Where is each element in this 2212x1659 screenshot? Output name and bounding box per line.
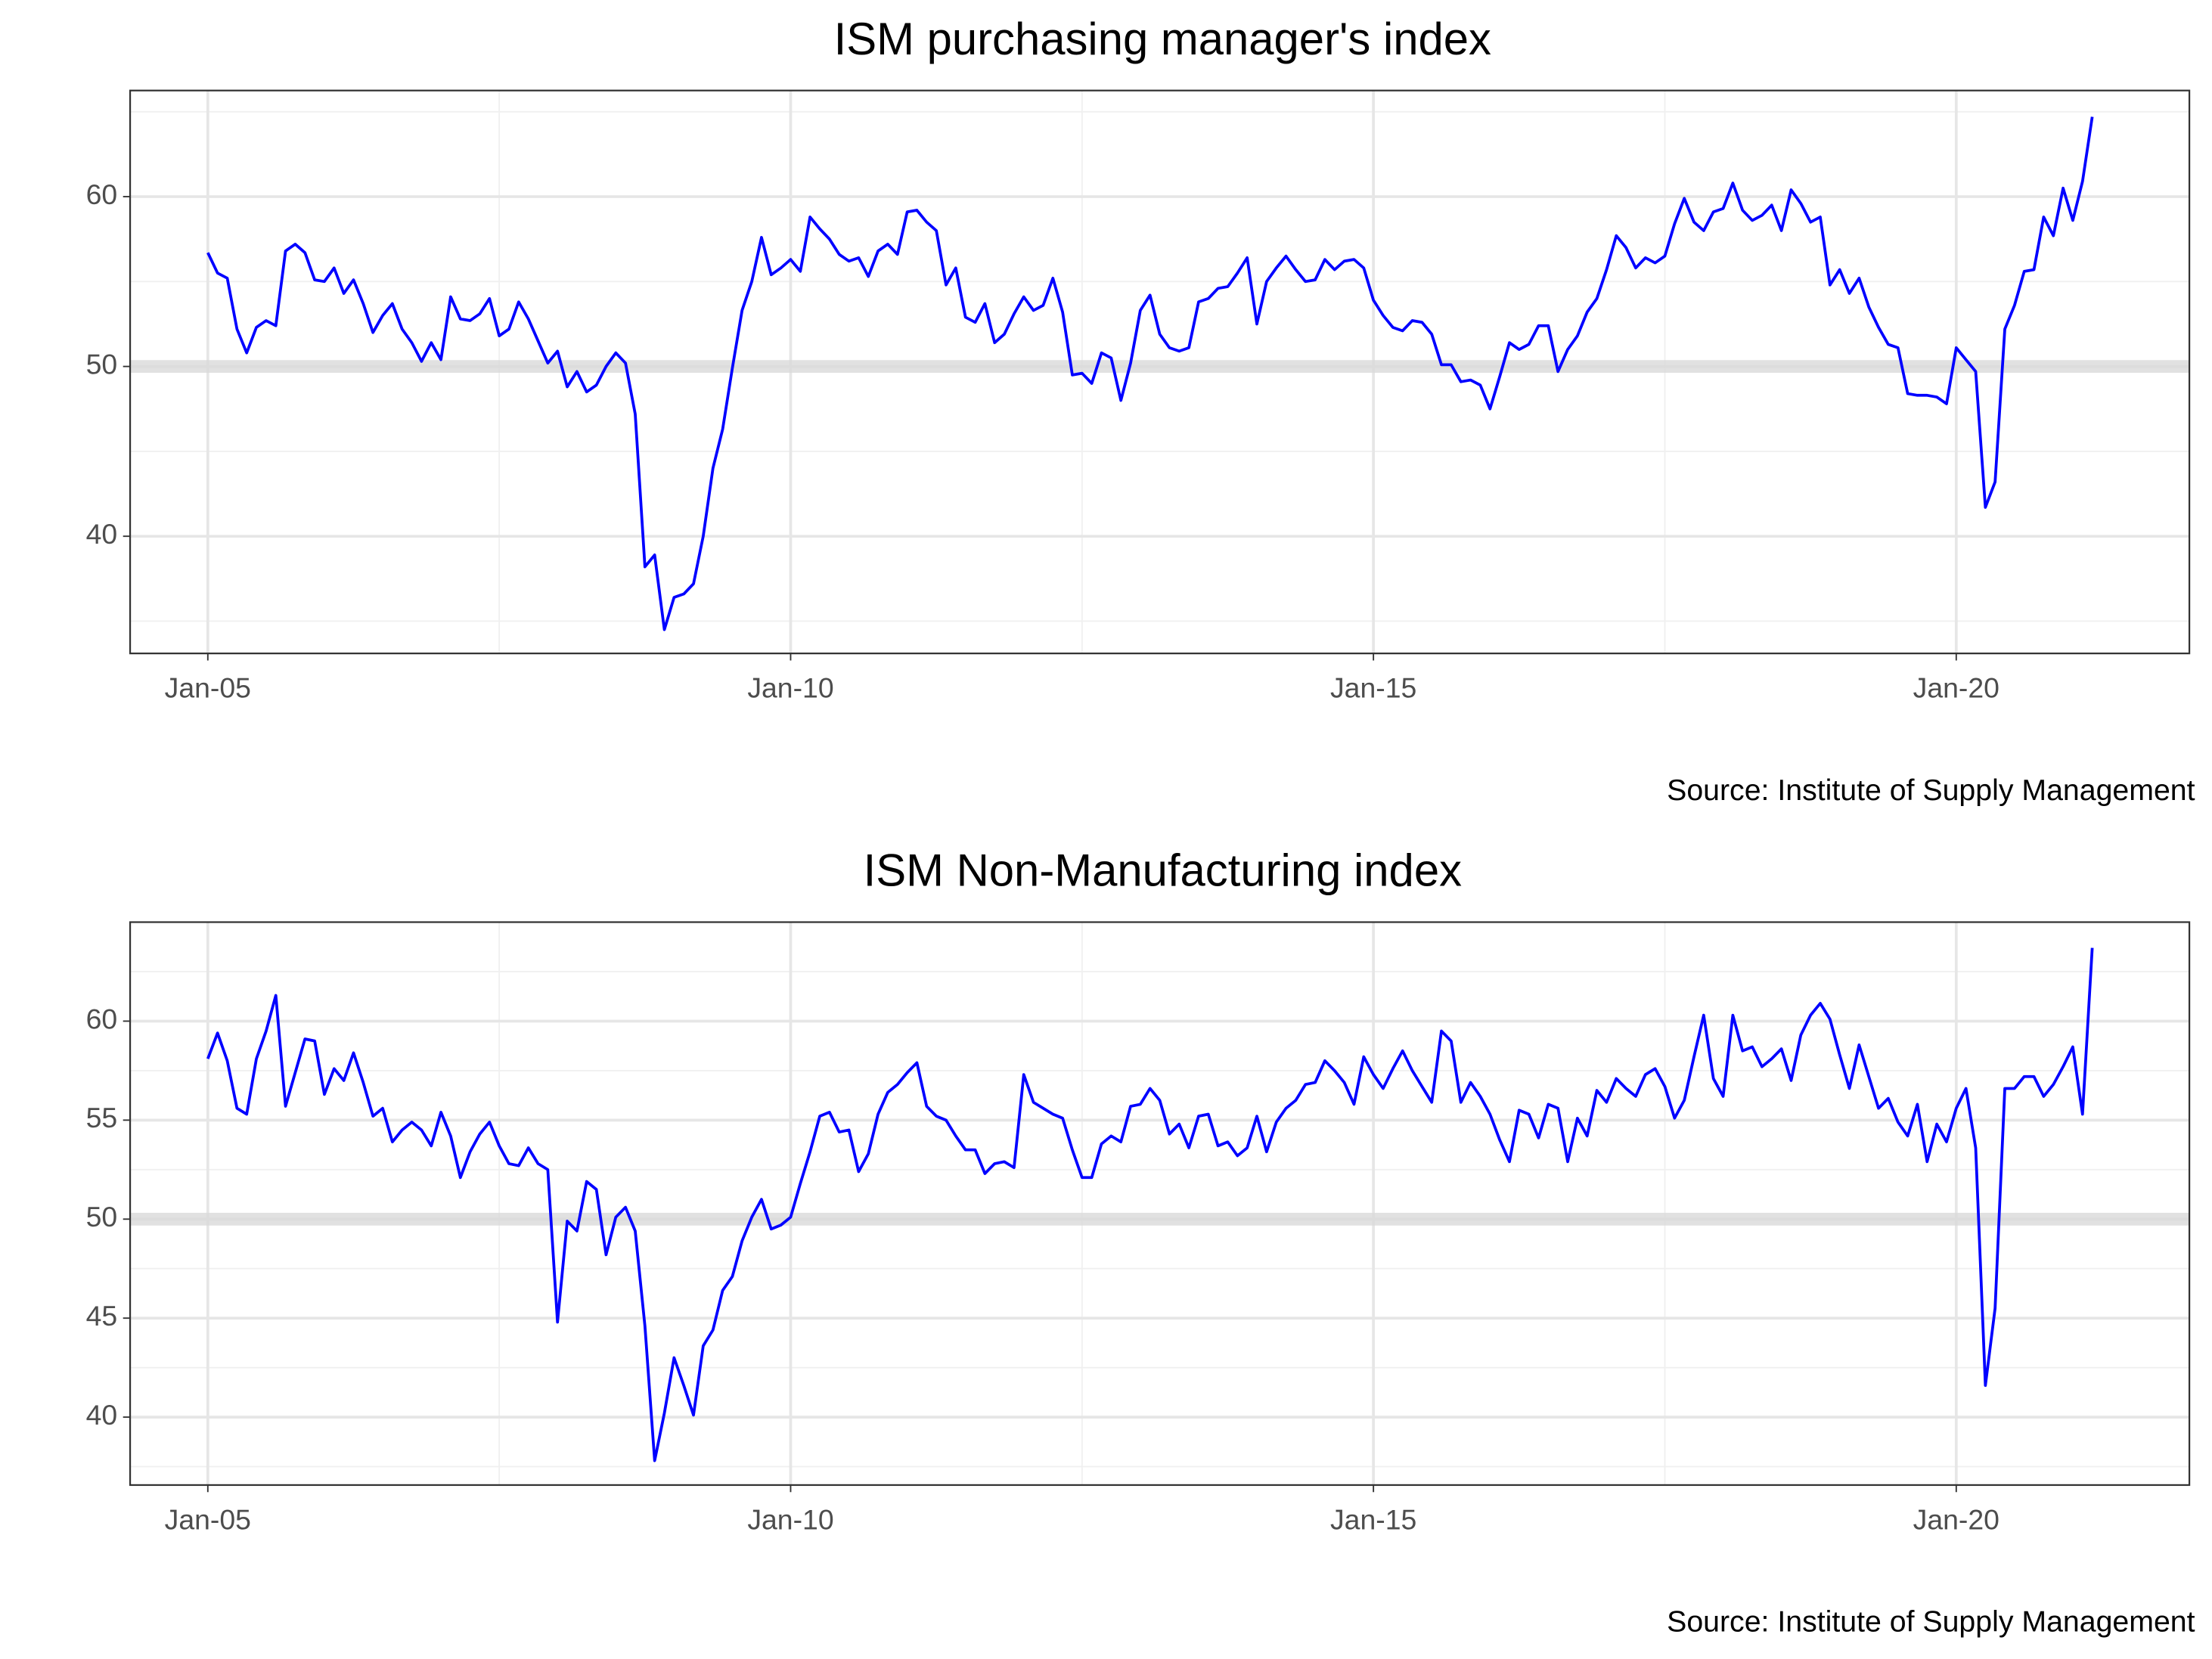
panel: 40 50 60 Jan-05 Jan-10 Jan-15 Jan-20 ISM purcha… — [86, 14, 2195, 807]
y-tick-label: 50 — [86, 1201, 118, 1233]
y-tick-label: 50 — [86, 348, 118, 380]
x-tick-label: Jan-05 — [165, 1503, 251, 1535]
y-tick-label: 60 — [86, 1003, 118, 1034]
chart-title: ISM purchasing manager's index — [834, 14, 1491, 64]
x-tick-label: Jan-10 — [747, 672, 833, 704]
caption: Source: Institute of Supply Management — [1667, 774, 2195, 807]
x-tick-label: Jan-20 — [1913, 672, 1999, 704]
y-tick-label: 45 — [86, 1300, 118, 1332]
data-line — [206, 116, 2094, 631]
x-tick-label: Jan-15 — [1330, 1503, 1416, 1535]
data-line — [206, 947, 2094, 1462]
x-tick-label: Jan-15 — [1330, 672, 1416, 704]
caption: Source: Institute of Supply Management — [1667, 1605, 2195, 1639]
chart-title: ISM Non-Manufacturing index — [864, 845, 1462, 896]
y-tick-label: 40 — [86, 1399, 118, 1431]
y-tick-label: 55 — [86, 1102, 118, 1133]
panel-background — [130, 922, 2190, 1485]
panel: 40 45 50 55 60 Jan-05 Jan-10 Jan-15 Jan-20 ISM No… — [86, 845, 2195, 1639]
panel-border — [129, 921, 2191, 1487]
y-tick-label: 40 — [86, 518, 118, 550]
x-tick-label: Jan-10 — [747, 1503, 833, 1535]
panel-border — [129, 89, 2191, 655]
y-tick-label: 60 — [86, 178, 118, 210]
x-tick-label: Jan-05 — [165, 672, 251, 704]
x-tick-label: Jan-20 — [1913, 1503, 1999, 1535]
